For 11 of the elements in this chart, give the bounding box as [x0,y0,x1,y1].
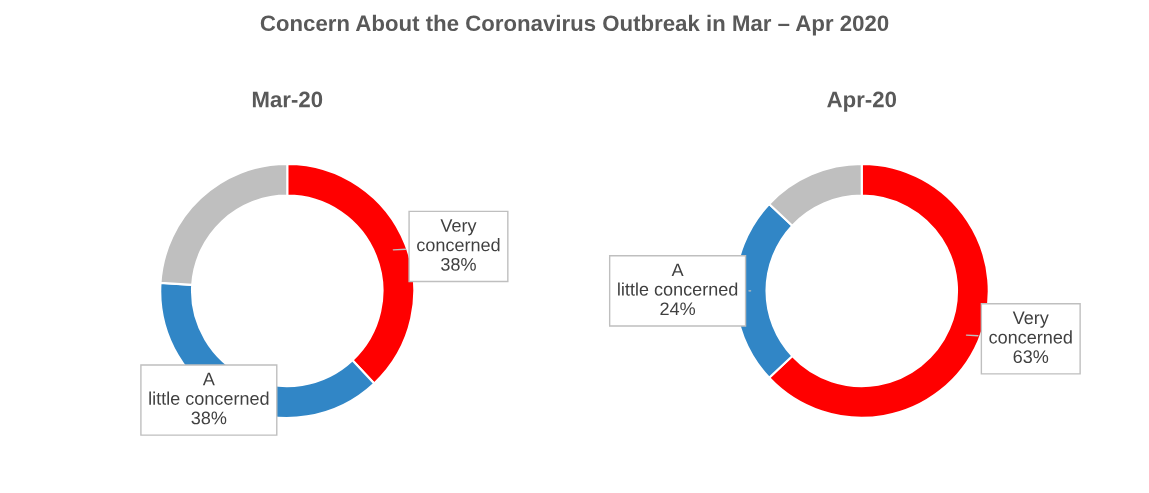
slice-label: Very concerned [989,311,1072,344]
slice-label: A little concerned [149,372,269,405]
chart-title: Apr-20 [827,91,897,112]
data-label: 38% [441,257,476,271]
data-label: 63% [1013,350,1049,364]
text: Concern About the Coronavirus Outbreak in Mar – Apr 2020 [260,14,889,36]
slice-label: Very concerned [417,219,500,252]
chart-title: Mar-20 [252,91,323,108]
slice-label: A little concerned [618,263,738,296]
data-label: 24% [660,302,696,316]
data-label: 38% [191,411,227,425]
